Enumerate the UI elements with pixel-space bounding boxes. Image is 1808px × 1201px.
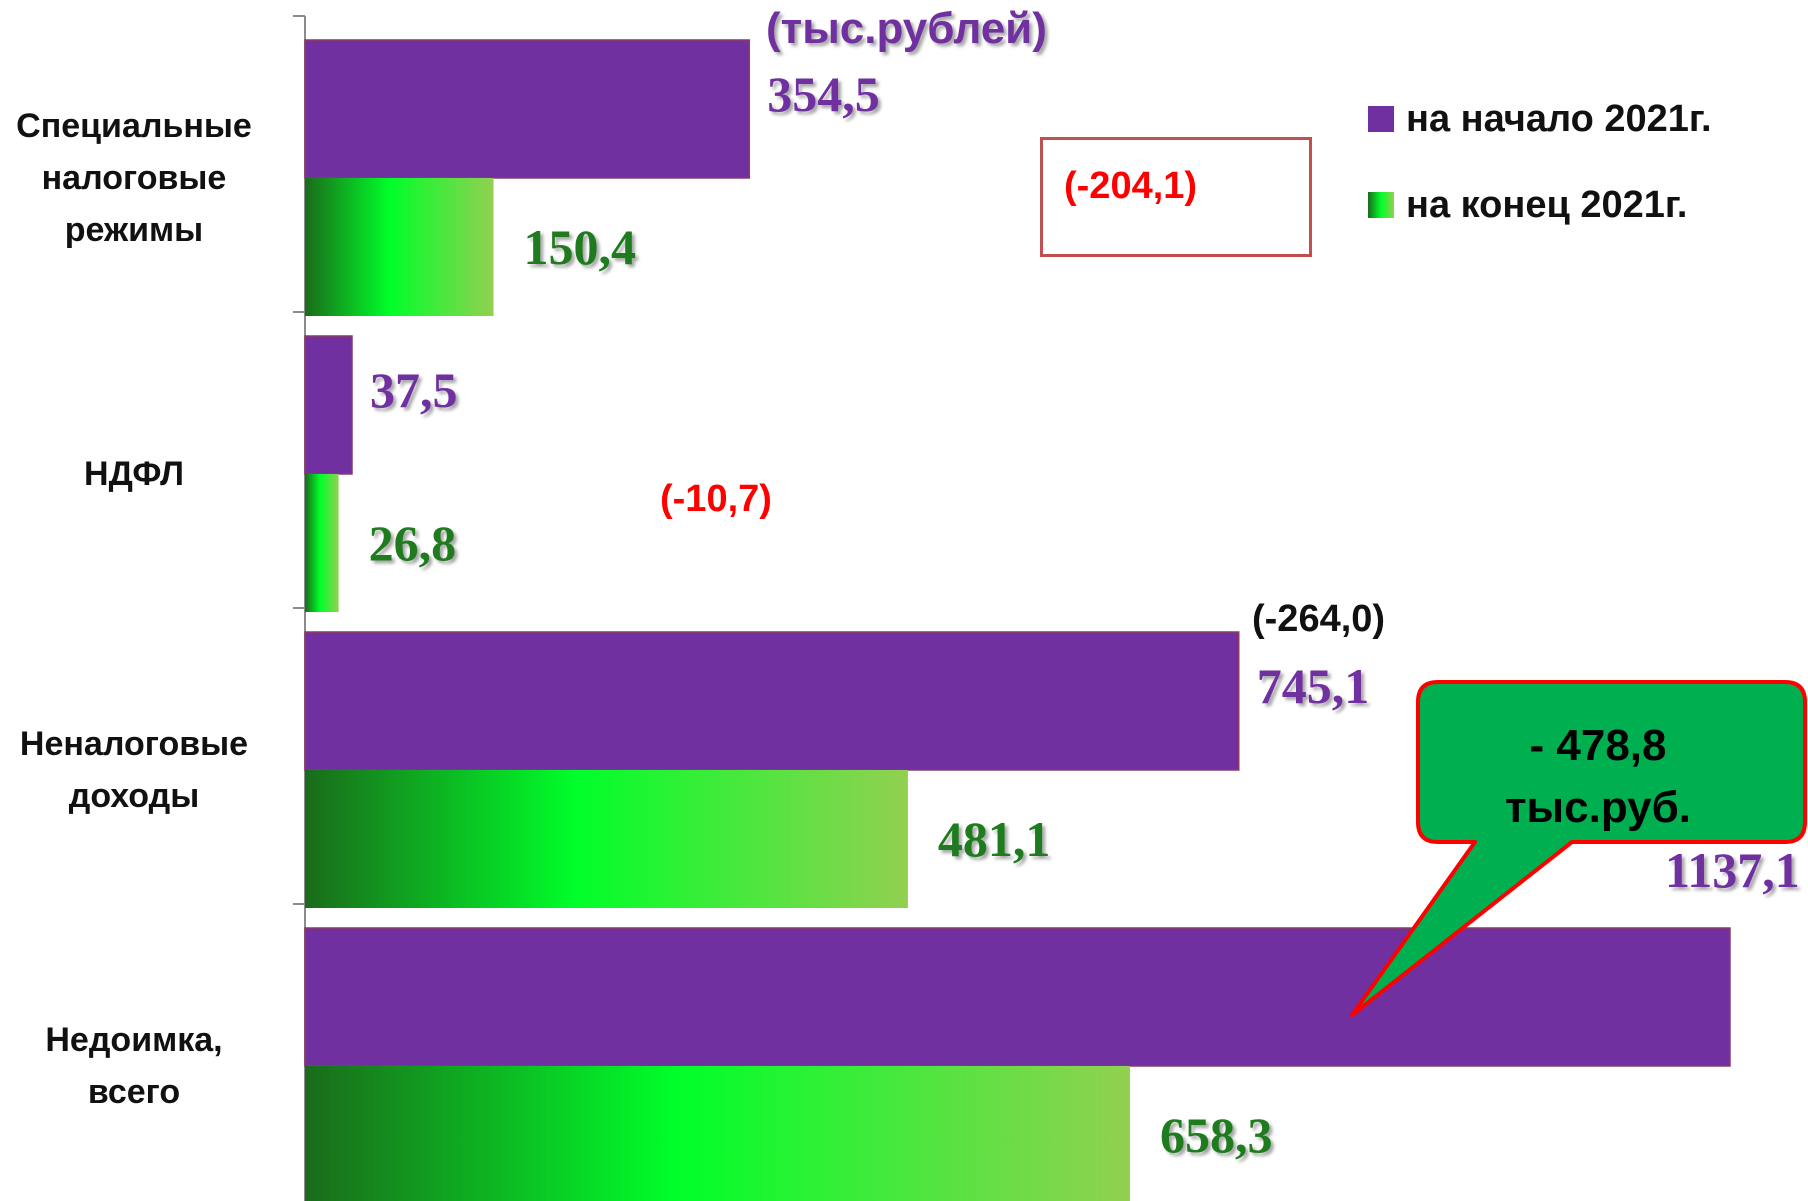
value-label-end: 481,1 (937, 811, 1051, 867)
callout-layer (1350, 680, 1807, 1017)
value-label-start: 745,1 (1256, 658, 1370, 714)
value-label-start: 354,5 (767, 66, 880, 122)
legend-label-end: на конец 2021г. (1406, 183, 1688, 226)
category-label-line: Специальные (16, 107, 252, 145)
bars-layer (304, 39, 1731, 1201)
callout-line-amount: - 478,8 (1529, 721, 1667, 770)
bar-end-2021 (305, 474, 339, 612)
bar-start-2021 (304, 335, 353, 475)
callout-line-unit: тыс.руб. (1505, 783, 1691, 832)
category-label: Специальные налоговые режимы (0, 100, 268, 256)
value-label-end: 658,3 (1159, 1107, 1273, 1163)
bar-start-2021 (304, 39, 751, 179)
axis-layer (293, 15, 306, 1201)
legend-swatch-end (1368, 192, 1394, 218)
legend-item-end: на конец 2021г. (1368, 183, 1688, 226)
category-label-line: Неналоговые (19, 725, 249, 763)
difference-box (1040, 137, 1312, 257)
value-label-start: 1137,1 (1665, 842, 1800, 898)
category-label-line: режимы (64, 211, 204, 249)
category-label-line: Недоимка, (45, 1021, 223, 1059)
callout-bubble (1350, 680, 1807, 1017)
category-label: Недоимка, всего (0, 1014, 268, 1118)
legend-label-start: на начало 2021г. (1406, 97, 1712, 140)
category-label: НДФЛ (0, 448, 268, 500)
bar-start-2021 (304, 631, 1240, 771)
difference-label: (-204,1) (1064, 165, 1198, 207)
legend-item-start: на начало 2021г. (1368, 97, 1712, 140)
value-label-end: 150,4 (523, 219, 636, 275)
bar-end-2021 (305, 770, 908, 908)
value-label-end: 26,8 (368, 515, 457, 571)
category-label-line: налоговые (41, 159, 227, 197)
category-label-line: всего (87, 1073, 181, 1111)
category-label-line: НДФЛ (84, 455, 184, 493)
legend-swatch-start (1368, 106, 1394, 132)
bar-start-2021 (304, 927, 1731, 1067)
unit-label: (тыс.рублей) (766, 4, 1047, 53)
difference-label: (-10,7) (660, 478, 772, 520)
value-label-start: 37,5 (369, 362, 458, 418)
callout-text: - 478,8 тыс.руб. (1418, 715, 1778, 839)
bar-end-2021 (305, 1066, 1130, 1201)
bar-end-2021 (305, 178, 494, 316)
category-label-line: доходы (68, 777, 200, 815)
category-label: Неналоговые доходы (0, 718, 268, 822)
difference-label: (-264,0) (1252, 598, 1386, 640)
